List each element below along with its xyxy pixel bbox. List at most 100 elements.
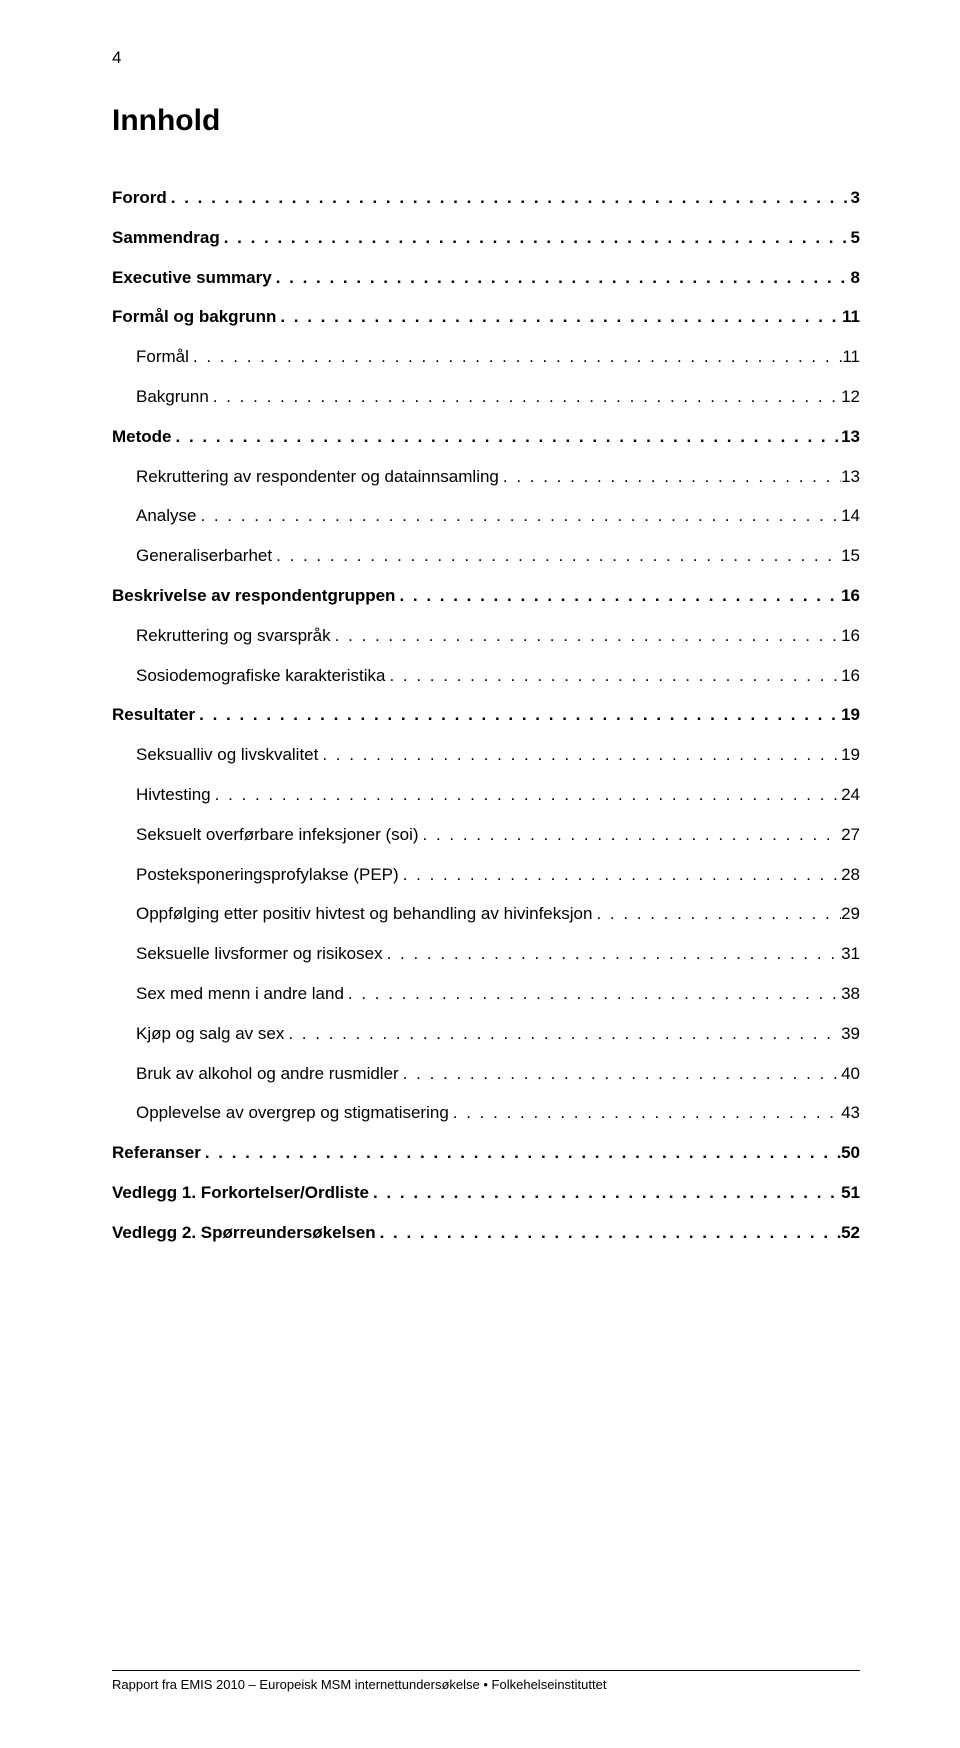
toc-entry-label: Bakgrunn (136, 385, 209, 409)
toc-entry-label: Sex med menn i andre land (136, 982, 344, 1006)
toc-row: Forord. . . . . . . . . . . . . . . . . … (112, 186, 860, 210)
table-of-contents: Forord. . . . . . . . . . . . . . . . . … (112, 186, 860, 1245)
toc-entry-page: 11 (842, 305, 860, 329)
toc-entry-label: Sosiodemografiske karakteristika (136, 664, 385, 688)
toc-leader-dots: . . . . . . . . . . . . . . . . . . . . … (331, 624, 841, 648)
toc-leader-dots: . . . . . . . . . . . . . . . . . . . . … (385, 664, 841, 688)
toc-row: Seksualliv og livskvalitet. . . . . . . … (112, 743, 860, 767)
toc-entry-page: 52 (841, 1221, 860, 1245)
toc-entry-label: Seksualliv og livskvalitet (136, 743, 318, 767)
toc-entry-label: Rekruttering av respondenter og datainns… (136, 465, 499, 489)
toc-entry-page: 31 (841, 942, 860, 966)
toc-leader-dots: . . . . . . . . . . . . . . . . . . . . … (201, 1141, 841, 1165)
toc-row: Kjøp og salg av sex. . . . . . . . . . .… (112, 1022, 860, 1046)
toc-entry-label: Seksuelt overførbare infeksjoner (soi) (136, 823, 419, 847)
toc-entry-page: 50 (841, 1141, 860, 1165)
toc-leader-dots: . . . . . . . . . . . . . . . . . . . . … (284, 1022, 841, 1046)
toc-row: Generaliserbarhet. . . . . . . . . . . .… (112, 544, 860, 568)
toc-entry-label: Hivtesting (136, 783, 211, 807)
toc-leader-dots: . . . . . . . . . . . . . . . . . . . . … (419, 823, 842, 847)
footer-rule (112, 1670, 860, 1671)
page-title: Innhold (112, 104, 860, 138)
toc-leader-dots: . . . . . . . . . . . . . . . . . . . . … (399, 1062, 841, 1086)
toc-row: Vedlegg 1. Forkortelser/Ordliste. . . . … (112, 1181, 860, 1205)
toc-row: Referanser. . . . . . . . . . . . . . . … (112, 1141, 860, 1165)
toc-entry-page: 16 (841, 624, 860, 648)
toc-entry-page: 12 (841, 385, 860, 409)
toc-entry-label: Forord (112, 186, 167, 210)
toc-leader-dots: . . . . . . . . . . . . . . . . . . . . … (195, 703, 841, 727)
toc-entry-label: Formål (136, 345, 189, 369)
toc-row: Formål. . . . . . . . . . . . . . . . . … (112, 345, 860, 369)
toc-entry-page: 11 (842, 345, 860, 369)
toc-leader-dots: . . . . . . . . . . . . . . . . . . . . … (211, 783, 841, 807)
toc-row: Bakgrunn. . . . . . . . . . . . . . . . … (112, 385, 860, 409)
toc-entry-page: 13 (841, 465, 860, 489)
toc-entry-label: Beskrivelse av respondentgruppen (112, 584, 395, 608)
toc-entry-label: Vedlegg 2. Spørreundersøkelsen (112, 1221, 376, 1245)
toc-row: Opplevelse av overgrep og stigmatisering… (112, 1101, 860, 1125)
toc-entry-label: Bruk av alkohol og andre rusmidler (136, 1062, 399, 1086)
toc-entry-label: Oppfølging etter positiv hivtest og beha… (136, 902, 592, 926)
toc-entry-page: 27 (841, 823, 860, 847)
toc-entry-label: Seksuelle livsformer og risikosex (136, 942, 383, 966)
toc-entry-label: Executive summary (112, 266, 272, 290)
toc-leader-dots: . . . . . . . . . . . . . . . . . . . . … (499, 465, 841, 489)
toc-leader-dots: . . . . . . . . . . . . . . . . . . . . … (344, 982, 841, 1006)
toc-entry-label: Metode (112, 425, 172, 449)
toc-leader-dots: . . . . . . . . . . . . . . . . . . . . … (592, 902, 841, 926)
toc-leader-dots: . . . . . . . . . . . . . . . . . . . . … (172, 425, 842, 449)
toc-row: Oppfølging etter positiv hivtest og beha… (112, 902, 860, 926)
toc-row: Executive summary. . . . . . . . . . . .… (112, 266, 860, 290)
toc-row: Beskrivelse av respondentgruppen. . . . … (112, 584, 860, 608)
footer-text: Rapport fra EMIS 2010 – Europeisk MSM in… (112, 1677, 860, 1692)
toc-leader-dots: . . . . . . . . . . . . . . . . . . . . … (272, 544, 841, 568)
toc-entry-page: 8 (851, 266, 860, 290)
toc-entry-page: 3 (851, 186, 860, 210)
toc-entry-label: Resultater (112, 703, 195, 727)
toc-entry-page: 29 (841, 902, 860, 926)
toc-entry-page: 5 (851, 226, 860, 250)
toc-leader-dots: . . . . . . . . . . . . . . . . . . . . … (318, 743, 841, 767)
toc-entry-label: Formål og bakgrunn (112, 305, 276, 329)
toc-leader-dots: . . . . . . . . . . . . . . . . . . . . … (449, 1101, 841, 1125)
toc-row: Resultater. . . . . . . . . . . . . . . … (112, 703, 860, 727)
toc-leader-dots: . . . . . . . . . . . . . . . . . . . . … (167, 186, 851, 210)
toc-entry-label: Vedlegg 1. Forkortelser/Ordliste (112, 1181, 369, 1205)
toc-row: Sex med menn i andre land. . . . . . . .… (112, 982, 860, 1006)
toc-row: Formål og bakgrunn. . . . . . . . . . . … (112, 305, 860, 329)
toc-row: Sammendrag. . . . . . . . . . . . . . . … (112, 226, 860, 250)
toc-entry-page: 39 (841, 1022, 860, 1046)
toc-entry-page: 19 (841, 743, 860, 767)
toc-entry-page: 14 (841, 504, 860, 528)
toc-row: Rekruttering og svarspråk. . . . . . . .… (112, 624, 860, 648)
toc-entry-label: Sammendrag (112, 226, 220, 250)
toc-row: Metode. . . . . . . . . . . . . . . . . … (112, 425, 860, 449)
toc-leader-dots: . . . . . . . . . . . . . . . . . . . . … (395, 584, 841, 608)
toc-row: Hivtesting. . . . . . . . . . . . . . . … (112, 783, 860, 807)
toc-entry-page: 38 (841, 982, 860, 1006)
footer: Rapport fra EMIS 2010 – Europeisk MSM in… (112, 1670, 860, 1692)
toc-row: Sosiodemografiske karakteristika. . . . … (112, 664, 860, 688)
toc-entry-label: Analyse (136, 504, 196, 528)
toc-leader-dots: . . . . . . . . . . . . . . . . . . . . … (399, 863, 841, 887)
toc-row: Analyse. . . . . . . . . . . . . . . . .… (112, 504, 860, 528)
toc-row: Seksuelle livsformer og risikosex. . . .… (112, 942, 860, 966)
toc-entry-label: Generaliserbarhet (136, 544, 272, 568)
toc-leader-dots: . . . . . . . . . . . . . . . . . . . . … (189, 345, 842, 369)
toc-entry-label: Referanser (112, 1141, 201, 1165)
toc-entry-page: 13 (841, 425, 860, 449)
toc-leader-dots: . . . . . . . . . . . . . . . . . . . . … (196, 504, 841, 528)
toc-entry-page: 16 (841, 584, 860, 608)
toc-entry-page: 43 (841, 1101, 860, 1125)
toc-leader-dots: . . . . . . . . . . . . . . . . . . . . … (369, 1181, 841, 1205)
toc-entry-label: Kjøp og salg av sex (136, 1022, 284, 1046)
toc-entry-label: Rekruttering og svarspråk (136, 624, 331, 648)
toc-row: Bruk av alkohol og andre rusmidler. . . … (112, 1062, 860, 1086)
toc-row: Vedlegg 2. Spørreundersøkelsen. . . . . … (112, 1221, 860, 1245)
page-number: 4 (112, 48, 860, 68)
toc-entry-page: 16 (841, 664, 860, 688)
toc-entry-page: 28 (841, 863, 860, 887)
toc-leader-dots: . . . . . . . . . . . . . . . . . . . . … (272, 266, 851, 290)
toc-entry-page: 40 (841, 1062, 860, 1086)
